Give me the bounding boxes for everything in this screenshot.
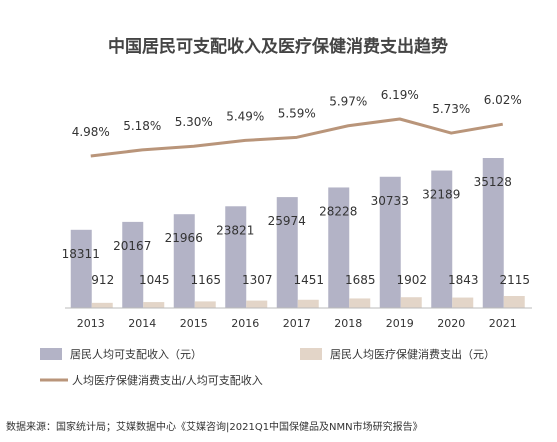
- ratio-line: [90, 117, 504, 158]
- medical-bar-2017: [297, 299, 319, 308]
- income-bar-2014: [122, 221, 144, 308]
- x-tick-label: 2013: [77, 317, 105, 330]
- x-tick-label: 2015: [180, 317, 208, 330]
- ratio-label: 5.30%: [175, 115, 213, 129]
- legend-medical-label: 居民人均医疗保健消费支出（元）: [330, 347, 495, 361]
- legend-ratio-label: 人均医疗保健消费支出/人均可支配收入: [72, 373, 263, 387]
- income-value-label: 35128: [474, 175, 512, 189]
- medical-bar-2016: [246, 300, 268, 308]
- ratio-label: 6.02%: [484, 93, 522, 107]
- income-bar-2013: [70, 229, 92, 308]
- x-tick-label: 2016: [231, 317, 259, 330]
- medical-value-label: 1451: [293, 273, 324, 287]
- income-value-label: 30733: [371, 194, 409, 208]
- legend: 居民人均可支配收入（元） 居民人均医疗保健消费支出（元） 人均医疗保健消费支出/人均…: [40, 347, 495, 387]
- x-tick-label: 2021: [489, 317, 517, 330]
- income-bar-2019: [379, 176, 401, 308]
- ratio-label: 5.59%: [278, 106, 316, 120]
- legend-income-label: 居民人均可支配收入（元）: [70, 347, 202, 361]
- medical-bar-2020: [452, 297, 474, 308]
- income-bar-2016: [225, 206, 247, 308]
- x-tick-label: 2020: [437, 317, 465, 330]
- ratio-label: 6.19%: [381, 88, 419, 102]
- income-bar-2021: [482, 158, 504, 308]
- medical-value-label: 1685: [345, 273, 376, 287]
- medical-bar-2015: [194, 301, 216, 308]
- legend-income-swatch: [40, 348, 62, 360]
- medical-value-label: 1843: [448, 273, 479, 287]
- chart-title: 中国居民可支配收入及医疗保健消费支出趋势: [108, 36, 448, 57]
- ratio-label: 5.73%: [432, 102, 470, 116]
- income-value-label: 23821: [216, 223, 254, 237]
- medical-bar-2021: [503, 296, 525, 308]
- income-bar-2015: [173, 214, 195, 308]
- income-value-label: 18311: [62, 247, 100, 261]
- ratio-label: 5.49%: [226, 109, 264, 123]
- income-bar-2017: [276, 197, 298, 308]
- bar-labels: 18311 912 20167 1045 21966 1165 23821 1307 25974…: [62, 175, 530, 287]
- medical-value-label: 912: [91, 273, 114, 287]
- income-value-label: 25974: [268, 214, 306, 228]
- ratio-label: 5.18%: [123, 119, 161, 133]
- x-tick-label: 2014: [128, 317, 156, 330]
- income-value-label: 21966: [165, 231, 203, 245]
- bars: [70, 158, 525, 308]
- x-tick-label: 2018: [334, 317, 362, 330]
- ratio-label: 5.97%: [329, 95, 367, 109]
- medical-value-label: 2115: [499, 273, 530, 287]
- ratio-label: 4.98%: [72, 125, 110, 139]
- income-value-label: 20167: [113, 239, 151, 253]
- medical-bar-2018: [349, 298, 371, 308]
- income-bar-2018: [328, 187, 350, 308]
- medical-value-label: 1045: [139, 273, 170, 287]
- medical-bar-2019: [400, 297, 422, 308]
- medical-value-label: 1902: [396, 273, 427, 287]
- legend-medical-swatch: [300, 348, 322, 360]
- income-bar-2020: [431, 170, 453, 308]
- x-tick-label: 2019: [386, 317, 414, 330]
- x-ticks: 2013 2014 2015 2016 2017 2018 2019 2020 2021: [77, 317, 517, 330]
- income-value-label: 32189: [422, 188, 460, 202]
- income-value-label: 28228: [319, 204, 357, 218]
- medical-bar-2014: [143, 302, 165, 308]
- line-layer: 4.98% 5.18% 5.30% 5.49% 5.59% 5.97% 6.19% 5.73%…: [72, 88, 522, 158]
- medical-value-label: 1307: [242, 273, 273, 287]
- medical-bar-2013: [91, 302, 113, 308]
- source-note: 数据来源：国家统计局；艾媒数据中心《艾媒咨询|2021Q1中国保健品及NMN市场…: [6, 422, 423, 433]
- medical-value-label: 1165: [190, 273, 221, 287]
- x-tick-label: 2017: [283, 317, 311, 330]
